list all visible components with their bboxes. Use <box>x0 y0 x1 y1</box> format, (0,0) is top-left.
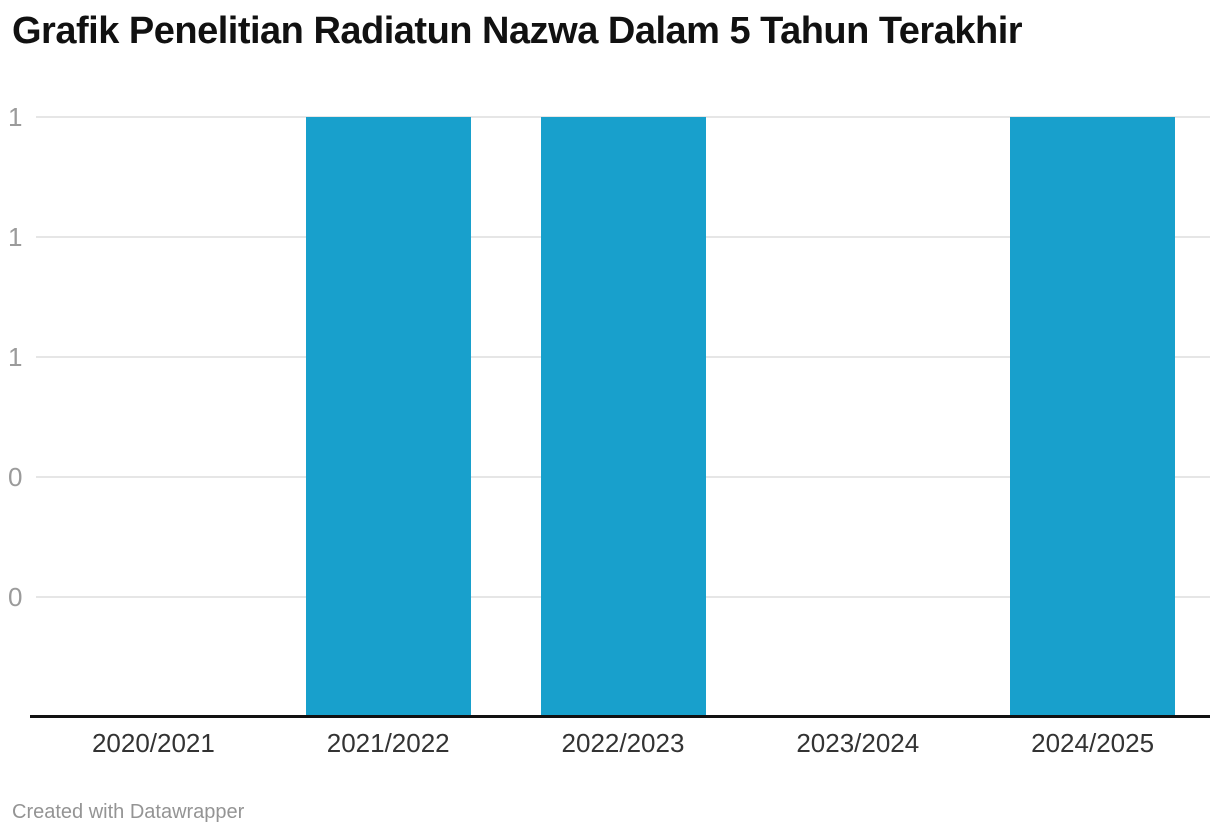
bar <box>305 117 471 717</box>
bar <box>1010 117 1176 717</box>
x-axis-baseline <box>30 715 1210 718</box>
footer-credit: Created with Datawrapper <box>12 801 245 823</box>
x-axis-category-label: 2022/2023 <box>561 728 685 758</box>
x-axis-category-label: 2023/2024 <box>796 728 920 758</box>
chart-title: Grafik Penelitian Radiatun Nazwa Dalam 5… <box>12 10 1023 52</box>
y-axis-tick-label: 0 <box>8 462 23 492</box>
x-axis-category-label: 2021/2022 <box>326 728 450 758</box>
y-axis-tick-label: 1 <box>8 222 23 252</box>
y-axis-tick-label: 1 <box>8 342 23 372</box>
x-axis-category-label: 2024/2025 <box>1031 728 1155 758</box>
x-axis-category-label: 2020/2021 <box>91 728 215 758</box>
y-axis-tick-label: 0 <box>8 582 23 612</box>
y-axis-tick-label: 1 <box>8 102 23 132</box>
bar <box>540 117 706 717</box>
